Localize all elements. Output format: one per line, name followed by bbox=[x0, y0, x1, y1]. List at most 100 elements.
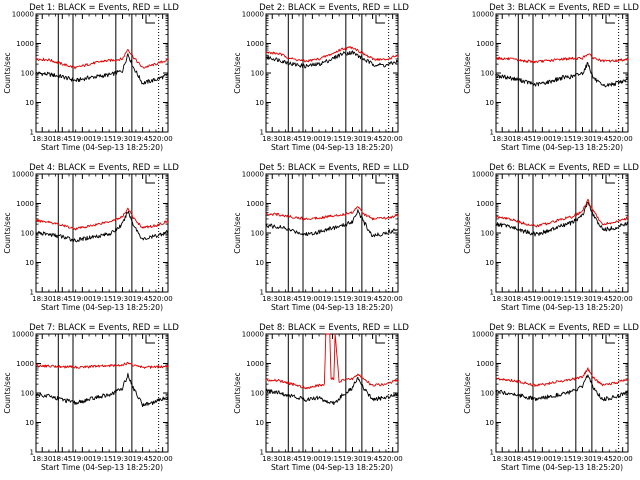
x-tick-label: 20:00 bbox=[153, 135, 173, 143]
x-tick-label: 19:30 bbox=[572, 135, 592, 143]
y-axis-label: Counts/sec bbox=[463, 212, 472, 253]
x-tick-label: 19:00 bbox=[532, 295, 552, 303]
y-tick-label: 10000 bbox=[12, 171, 34, 179]
x-tick-label: 19:15 bbox=[552, 455, 572, 463]
x-tick-label: 19:45 bbox=[132, 455, 152, 463]
y-tick-label: 100 bbox=[21, 390, 34, 398]
x-tick-label: 19:30 bbox=[342, 135, 362, 143]
y-tick-label: 100 bbox=[21, 70, 34, 78]
x-tick-label: 19:00 bbox=[302, 135, 322, 143]
y-tick-label: 1000 bbox=[476, 200, 494, 208]
x-tick-label: 19:15 bbox=[92, 455, 112, 463]
x-tick-label: 18:45 bbox=[282, 295, 302, 303]
corner-bracket bbox=[145, 335, 155, 344]
y-tick-label: 1000 bbox=[246, 200, 264, 208]
y-tick-label: 1000 bbox=[476, 40, 494, 48]
series-line-lld bbox=[35, 49, 169, 70]
x-tick-label: 19:30 bbox=[342, 455, 362, 463]
x-tick-label: 19:45 bbox=[592, 135, 612, 143]
panel-title: Det 3: BLACK = Events, RED = LLD bbox=[489, 3, 639, 13]
x-tick-label: 19:00 bbox=[302, 295, 322, 303]
y-tick-label: 10000 bbox=[472, 171, 494, 179]
x-tick-label: 20:00 bbox=[383, 295, 403, 303]
y-tick-label: 10000 bbox=[12, 11, 34, 19]
panel-title: Det 5: BLACK = Events, RED = LLD bbox=[259, 163, 409, 173]
x-tick-label: 18:30 bbox=[262, 455, 282, 463]
panel-title: Det 1: BLACK = Events, RED = LLD bbox=[29, 3, 179, 13]
plot-frame bbox=[495, 13, 629, 133]
panel-title: Det 7: BLACK = Events, RED = LLD bbox=[29, 323, 179, 333]
x-tick-label: 20:00 bbox=[613, 135, 633, 143]
x-tick-label: 18:45 bbox=[52, 455, 72, 463]
x-tick-label: 19:30 bbox=[112, 455, 132, 463]
plot-frame bbox=[35, 173, 169, 293]
series-line-events bbox=[265, 50, 399, 69]
series-line-lld bbox=[35, 361, 169, 369]
series-line-events bbox=[495, 374, 628, 402]
y-tick-label: 1 bbox=[30, 449, 34, 457]
x-axis-label: Start Time (04-Sep-13 18:25:20) bbox=[501, 463, 623, 472]
x-tick-label: 19:30 bbox=[112, 295, 132, 303]
x-tick-label: 18:45 bbox=[52, 135, 72, 143]
x-tick-label: 18:45 bbox=[282, 135, 302, 143]
y-tick-label: 10000 bbox=[242, 171, 264, 179]
corner-bracket bbox=[375, 15, 385, 24]
x-tick-label: 18:45 bbox=[512, 455, 532, 463]
x-axis-label: Start Time (04-Sep-13 18:25:20) bbox=[271, 143, 393, 152]
x-tick-label: 18:45 bbox=[52, 295, 72, 303]
y-tick-label: 1 bbox=[490, 289, 494, 297]
panel-7: Det 7: BLACK = Events, RED = LLD 1 10 100 10… bbox=[3, 323, 179, 472]
y-axis-label: Counts/sec bbox=[3, 372, 12, 413]
corner-bracket bbox=[375, 175, 385, 184]
series-line-lld bbox=[265, 206, 399, 221]
x-tick-label: 19:30 bbox=[112, 135, 132, 143]
y-tick-label: 10000 bbox=[472, 11, 494, 19]
panel-title: Det 9: BLACK = Events, RED = LLD bbox=[489, 323, 639, 333]
y-tick-label: 10 bbox=[255, 419, 264, 427]
y-tick-label: 1000 bbox=[16, 360, 34, 368]
series-line-lld bbox=[35, 207, 169, 231]
x-tick-label: 18:30 bbox=[32, 295, 52, 303]
panel-2: Det 2: BLACK = Events, RED = LLD 1 10 100 10… bbox=[233, 3, 409, 152]
y-tick-label: 10 bbox=[25, 259, 34, 267]
series-line-lld bbox=[495, 53, 629, 64]
y-tick-label: 1000 bbox=[476, 360, 494, 368]
x-axis-label: Start Time (04-Sep-13 18:25:20) bbox=[271, 303, 393, 312]
series-line-events bbox=[35, 210, 169, 243]
y-tick-label: 10000 bbox=[12, 331, 34, 339]
y-tick-label: 1000 bbox=[16, 40, 34, 48]
x-tick-label: 18:30 bbox=[262, 135, 282, 143]
series-line-events bbox=[495, 201, 629, 237]
x-tick-label: 20:00 bbox=[383, 455, 403, 463]
panel-9: Det 9: BLACK = Events, RED = LLD 1 10 100 10… bbox=[463, 323, 639, 472]
panel-1: Det 1: BLACK = Events, RED = LLD 1 10 100 10… bbox=[3, 3, 179, 152]
y-tick-label: 100 bbox=[251, 390, 264, 398]
x-tick-label: 19:15 bbox=[322, 135, 342, 143]
y-tick-label: 10 bbox=[485, 259, 494, 267]
corner-bracket bbox=[145, 15, 155, 24]
corner-bracket bbox=[605, 175, 615, 184]
x-tick-label: 19:15 bbox=[92, 135, 112, 143]
y-tick-label: 100 bbox=[251, 230, 264, 238]
x-tick-label: 19:30 bbox=[342, 295, 362, 303]
corner-bracket bbox=[605, 15, 615, 24]
y-axis-label: Counts/sec bbox=[233, 52, 242, 93]
corner-bracket bbox=[375, 335, 385, 344]
panel-title: Det 8: BLACK = Events, RED = LLD bbox=[259, 323, 409, 333]
y-tick-label: 10 bbox=[485, 419, 494, 427]
x-tick-label: 19:00 bbox=[72, 135, 92, 143]
x-tick-label: 18:45 bbox=[282, 455, 302, 463]
series-line-events bbox=[265, 376, 399, 406]
x-axis-label: Start Time (04-Sep-13 18:25:20) bbox=[41, 463, 163, 472]
x-axis-label: Start Time (04-Sep-13 18:25:20) bbox=[271, 463, 393, 472]
x-tick-label: 19:00 bbox=[72, 295, 92, 303]
x-tick-label: 18:30 bbox=[262, 295, 282, 303]
x-tick-label: 19:45 bbox=[592, 455, 612, 463]
x-tick-label: 19:30 bbox=[572, 295, 592, 303]
x-tick-label: 18:30 bbox=[492, 135, 512, 143]
y-tick-label: 100 bbox=[251, 70, 264, 78]
y-axis-label: Counts/sec bbox=[463, 372, 472, 413]
panel-5: Det 5: BLACK = Events, RED = LLD 1 10 100 10… bbox=[233, 163, 409, 312]
x-tick-label: 19:45 bbox=[132, 295, 152, 303]
x-tick-label: 19:45 bbox=[362, 455, 382, 463]
